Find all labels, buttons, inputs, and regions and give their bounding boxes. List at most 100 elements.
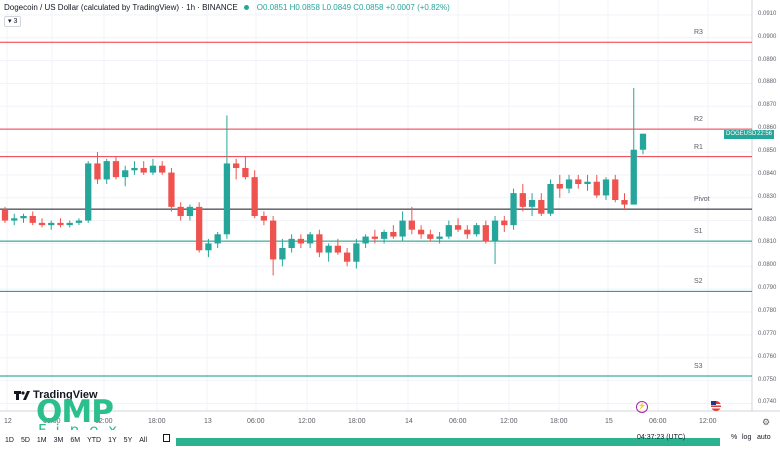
indicators-toggle[interactable]: ▾ 3 [4, 16, 22, 27]
log-scale-toggle[interactable]: log [742, 434, 752, 441]
candle[interactable] [20, 213, 27, 223]
candle[interactable] [399, 211, 406, 242]
candle[interactable] [473, 222, 480, 237]
candle[interactable] [85, 161, 92, 223]
candle[interactable] [639, 133, 647, 155]
candle[interactable] [168, 168, 175, 212]
candle[interactable] [325, 243, 332, 262]
candle[interactable] [538, 193, 545, 216]
tradingview-logo[interactable]: TradingView [14, 389, 98, 401]
candle[interactable] [242, 156, 249, 180]
candle[interactable] [270, 216, 277, 276]
candle[interactable] [334, 238, 342, 255]
candle-body [528, 200, 536, 207]
candle[interactable] [1, 206, 9, 223]
candle[interactable] [196, 202, 203, 253]
candle[interactable] [48, 220, 55, 230]
settings-gear-icon[interactable]: ⚙ [762, 417, 771, 427]
candle[interactable] [528, 193, 536, 216]
tf-5d[interactable]: 5D [20, 436, 30, 444]
candle[interactable] [94, 152, 101, 184]
candle[interactable] [103, 158, 110, 184]
candle[interactable] [159, 161, 166, 175]
candle[interactable] [427, 229, 434, 242]
candle[interactable] [491, 216, 499, 264]
candle[interactable] [621, 193, 628, 210]
candle[interactable] [38, 218, 46, 228]
candle[interactable] [288, 234, 295, 253]
candle[interactable] [297, 234, 305, 248]
candle[interactable] [29, 211, 36, 226]
candle[interactable] [371, 229, 378, 244]
candle[interactable] [464, 225, 471, 239]
candle[interactable] [510, 188, 517, 230]
auto-scale-toggle[interactable]: auto [757, 434, 771, 441]
time-tick-label: 18:00 [348, 418, 366, 425]
candle[interactable] [575, 174, 582, 189]
candle[interactable] [547, 179, 554, 216]
tf-5y[interactable]: 5Y [123, 436, 133, 444]
candle[interactable] [140, 161, 147, 175]
candle-body [316, 234, 323, 253]
candle[interactable] [57, 218, 64, 228]
tf-1d[interactable]: 1D [5, 436, 14, 444]
candle[interactable] [390, 225, 397, 239]
candle[interactable] [251, 170, 258, 219]
candle-body [612, 179, 619, 200]
candle[interactable] [380, 229, 388, 244]
candle[interactable] [223, 115, 231, 239]
candle[interactable] [205, 238, 212, 258]
candle[interactable] [112, 156, 120, 180]
candle[interactable] [131, 161, 138, 175]
candle[interactable] [177, 202, 184, 221]
candle[interactable] [66, 220, 73, 228]
candle[interactable] [11, 213, 18, 226]
tf-ytd[interactable]: YTD [87, 436, 102, 444]
symbol-title[interactable]: Dogecoin / US Dollar (calculated by Trad… [4, 3, 238, 12]
candle[interactable] [343, 248, 351, 267]
candle[interactable] [593, 174, 600, 198]
candle[interactable] [149, 158, 157, 175]
candle[interactable] [454, 218, 462, 232]
candle[interactable] [408, 206, 415, 235]
candle[interactable] [362, 234, 369, 248]
candle-body [112, 161, 120, 178]
candle[interactable] [316, 229, 323, 258]
event-us-flag-icon[interactable] [711, 401, 721, 411]
candle[interactable] [306, 232, 314, 248]
candle[interactable] [233, 158, 240, 180]
event-lightning-icon[interactable]: ⚡ [636, 401, 648, 413]
candle[interactable] [75, 218, 83, 226]
tf-all[interactable]: All [139, 436, 148, 444]
time-tick-label: 12:00 [298, 418, 316, 425]
candle[interactable] [556, 174, 563, 198]
candle[interactable] [417, 225, 425, 239]
tf-3m[interactable]: 3M [53, 436, 64, 444]
candle[interactable] [565, 174, 573, 194]
candle[interactable] [584, 174, 591, 191]
candle[interactable] [186, 204, 194, 221]
candle[interactable] [260, 211, 268, 226]
pivot-label-pivot: Pivot [694, 196, 710, 204]
tf-1m[interactable]: 1M [36, 436, 47, 444]
candle[interactable] [445, 220, 452, 239]
percent-scale-toggle[interactable]: % [731, 434, 738, 441]
tf-1y[interactable]: 1Y [108, 436, 117, 444]
date-range-calendar-icon[interactable] [163, 434, 170, 442]
tf-6m[interactable]: 6M [70, 436, 81, 444]
candle[interactable] [279, 238, 286, 267]
candle-body [270, 220, 277, 260]
candle[interactable] [630, 88, 637, 205]
candle-body [575, 179, 582, 184]
candle[interactable] [353, 238, 360, 269]
utc-clock[interactable]: 04:37:23 (UTC) [637, 434, 686, 441]
candle[interactable] [519, 184, 526, 212]
candle[interactable] [501, 216, 508, 232]
candle[interactable] [436, 232, 443, 244]
candle[interactable] [122, 165, 129, 187]
candle[interactable] [482, 220, 489, 244]
candle[interactable] [602, 177, 610, 200]
candle[interactable] [214, 232, 221, 248]
candle[interactable] [612, 174, 619, 203]
